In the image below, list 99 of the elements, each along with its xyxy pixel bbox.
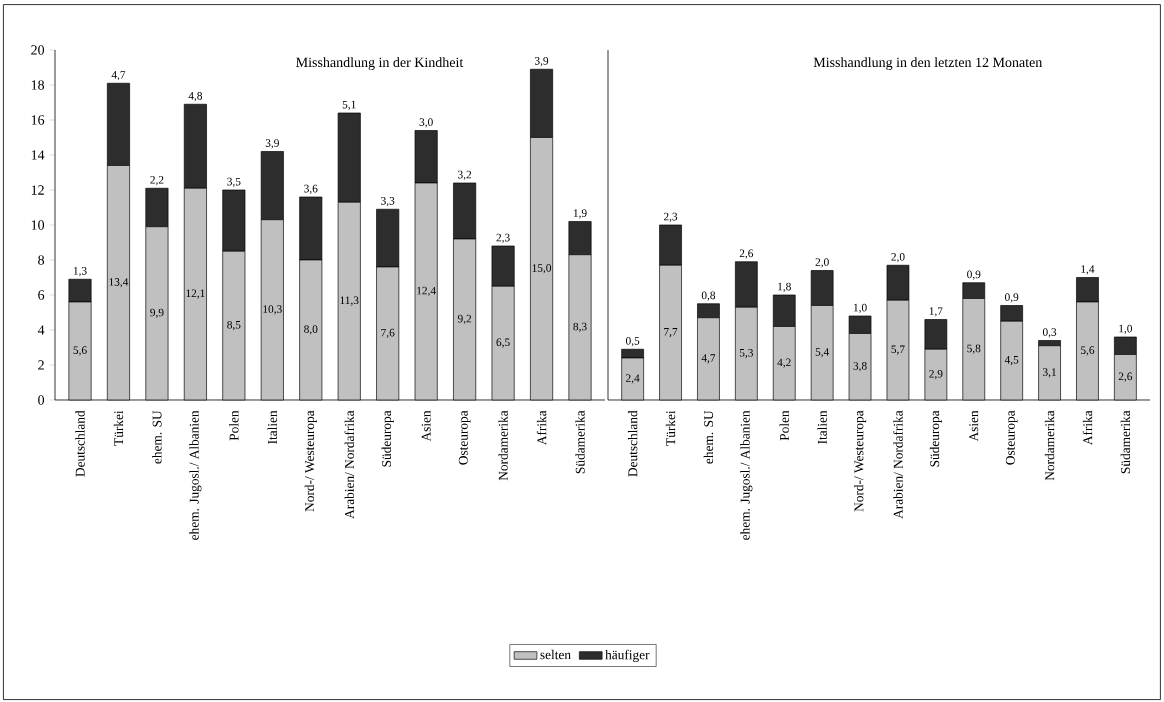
data-label: 5,3: [739, 348, 753, 359]
data-label: 1,4: [1081, 265, 1095, 275]
data-label: 13,4: [109, 278, 129, 288]
x-tick-label: Nord-/ Westeuropa: [854, 410, 867, 512]
y-tick-label: 10: [31, 220, 45, 230]
x-tick-label: Nordamerika: [1044, 410, 1055, 481]
data-label: 2,3: [663, 212, 678, 223]
data-label: 7,6: [381, 328, 395, 339]
data-label: 0,9: [967, 270, 981, 280]
data-label: 3,5: [227, 177, 241, 188]
data-label: 3,2: [458, 170, 472, 181]
data-label: 11,3: [340, 296, 359, 306]
x-tick-label: Nord-/ Westeuropa: [304, 410, 317, 512]
x-tick-label: Südeuropa: [929, 410, 942, 467]
y-tick-label: 4: [37, 325, 45, 335]
data-label: 3,9: [535, 57, 549, 67]
x-tick-label: Deutschland: [627, 410, 638, 477]
data-label: 2,0: [815, 258, 829, 268]
y-tick-label: 20: [31, 45, 45, 55]
data-label: 0,9: [1005, 293, 1019, 303]
x-tick-label: Afrika: [536, 410, 547, 446]
x-tick-label: Polen: [779, 410, 789, 441]
x-tick-label: ehem. SU: [152, 410, 162, 464]
x-tick-label: Südamerika: [575, 410, 585, 474]
data-label: 5,1: [342, 100, 356, 111]
data-label: 0,3: [1042, 328, 1057, 338]
data-label: 3,6: [304, 184, 318, 195]
data-label: 1,3: [73, 267, 87, 277]
x-tick-label: ehem. Jugosl./ Albanien: [189, 410, 202, 540]
data-label: 8,5: [227, 320, 241, 331]
data-label: 5,8: [967, 344, 981, 354]
data-label: 0,8: [701, 291, 716, 301]
y-tick-label: 6: [38, 290, 45, 300]
data-label: 5,7: [891, 345, 905, 355]
data-label: 2,6: [1118, 372, 1133, 382]
data-label: 2,2: [150, 176, 164, 186]
data-label: 5,4: [815, 348, 830, 358]
data-label: 1,9: [573, 209, 587, 219]
chart-title: Misshandlung in den letzten 12 Monaten: [813, 57, 1043, 70]
data-label: 4,5: [1004, 356, 1019, 366]
data-label: 9,9: [150, 308, 164, 318]
x-tick-label: Asien: [969, 410, 979, 442]
data-label: 3,0: [419, 118, 433, 128]
data-label: 3,8: [853, 362, 867, 372]
x-tick-label: Italien: [267, 410, 277, 444]
data-label: 10,3: [263, 305, 282, 315]
data-label: 1,0: [1119, 324, 1133, 335]
x-tick-label: ehem. Jugosl./ Albanien: [740, 410, 753, 540]
data-label: 12,4: [417, 286, 436, 297]
x-tick-label: Asien: [421, 410, 431, 442]
data-label: 3,3: [381, 197, 395, 207]
y-tick-label: 16: [31, 115, 45, 125]
x-tick-label: Osteuropa: [458, 410, 471, 465]
data-label: 3,9: [265, 139, 279, 149]
chart-title: Misshandlung in der Kindheit: [296, 57, 464, 70]
data-label: 2,6: [739, 249, 754, 259]
x-tick-label: Osteuropa: [1005, 410, 1018, 465]
legend-label: häufiger: [605, 649, 650, 663]
data-label: 8,0: [304, 325, 318, 335]
y-tick-label: 8: [38, 255, 45, 265]
data-label: 5,6: [1081, 346, 1095, 356]
data-label: 15,0: [532, 264, 552, 274]
data-label: 4,7: [111, 71, 126, 81]
data-label: 2,3: [496, 233, 510, 244]
data-label: 7,7: [664, 328, 678, 338]
y-tick-label: 18: [31, 80, 45, 90]
x-tick-label: Deutschland: [75, 410, 85, 477]
x-tick-label: Türkei: [113, 410, 124, 446]
y-tick-label: 12: [31, 185, 44, 195]
x-tick-label: Polen: [229, 410, 239, 441]
data-label: 6,5: [496, 338, 510, 348]
x-tick-label: Italien: [817, 410, 827, 444]
data-label: 4,8: [188, 92, 203, 102]
x-tick-label: Türkei: [665, 410, 676, 446]
x-tick-label: Afrika: [1082, 410, 1093, 446]
data-label: 12,1: [186, 289, 205, 299]
y-tick-label: 2: [38, 360, 44, 370]
legend-label: selten: [540, 649, 571, 660]
x-tick-label: ehem. SU: [703, 410, 714, 464]
x-tick-label: Arabien/ Nordafrika: [344, 410, 354, 519]
x-tick-label: Südeuropa: [381, 410, 394, 467]
data-label: 4,2: [777, 358, 791, 368]
y-tick-label: 0: [38, 395, 45, 405]
x-tick-label: Nordamerika: [498, 410, 508, 481]
data-label: 1,7: [929, 307, 943, 317]
x-tick-label: Arabien/ Nordafrika: [893, 410, 903, 519]
data-label: 2,4: [626, 374, 640, 384]
data-label: 2,9: [929, 369, 943, 380]
data-label: 0,5: [626, 337, 640, 347]
data-label: 9,2: [457, 314, 472, 325]
x-tick-label: Südamerika: [1120, 410, 1131, 474]
y-tick-label: 14: [31, 150, 45, 160]
data-label: 8,3: [573, 322, 587, 332]
data-label: 3,1: [1043, 368, 1056, 378]
data-label: 1,8: [778, 282, 791, 293]
data-label: 1,0: [853, 303, 867, 314]
data-label: 4,7: [701, 354, 716, 364]
data-label: 2,0: [891, 253, 905, 263]
data-label: 5,6: [73, 346, 87, 356]
